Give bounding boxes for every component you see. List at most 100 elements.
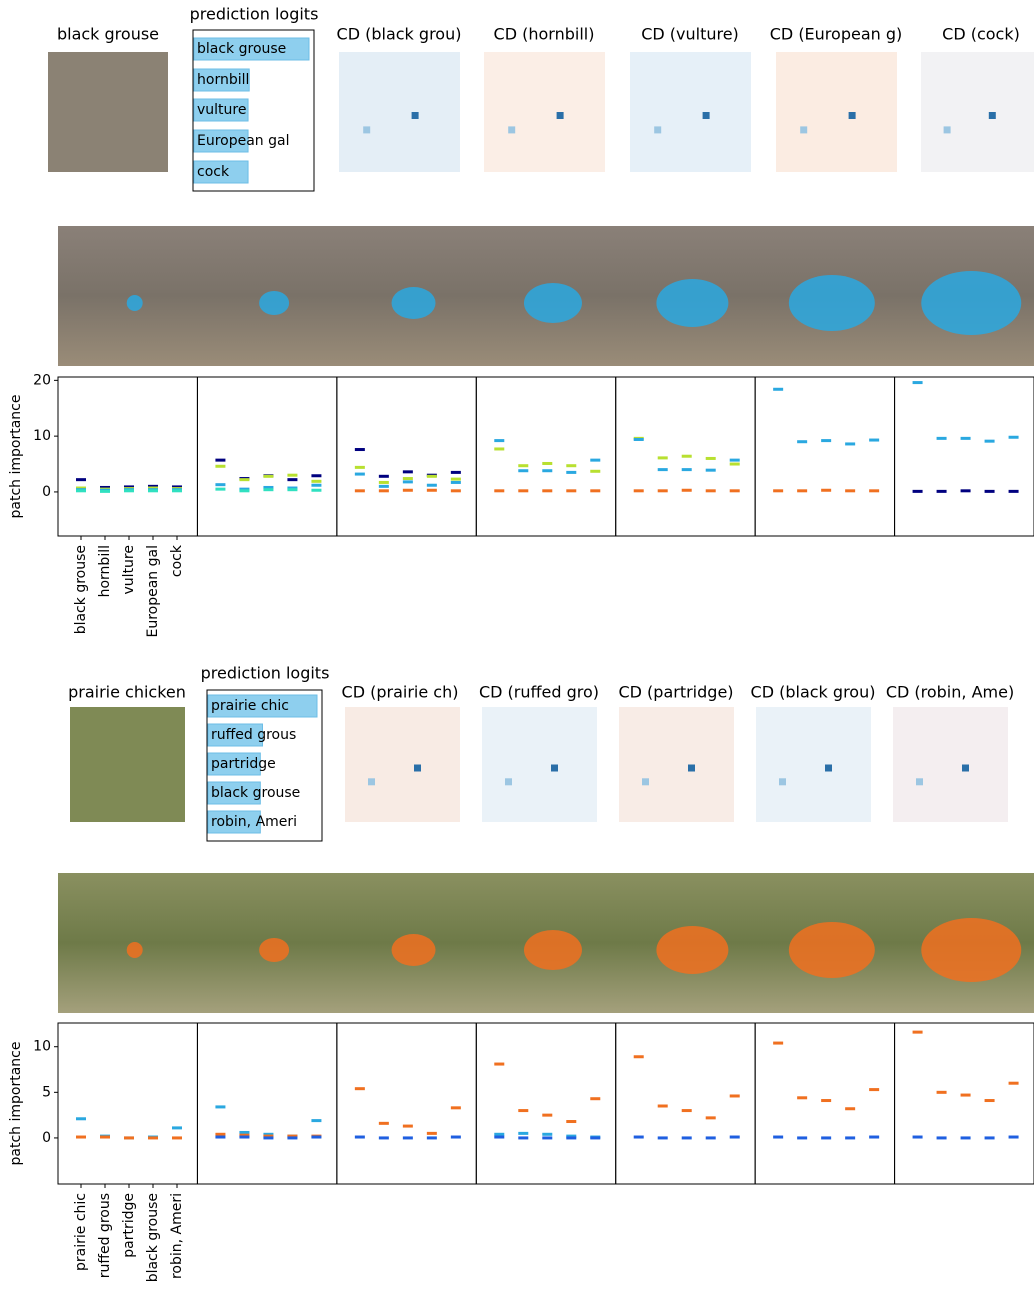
importance-dash: [172, 1126, 182, 1130]
importance-dash: [566, 464, 577, 468]
importance-dash: [681, 454, 692, 458]
logit-label: vulture: [197, 102, 246, 118]
importance-dash: [239, 1133, 250, 1137]
importance-dash: [797, 1136, 808, 1140]
x-tick-label: partridge: [121, 1193, 137, 1258]
importance-dash: [76, 478, 86, 482]
x-tick-label: vulture: [121, 545, 137, 594]
importance-dash: [912, 489, 923, 493]
importance-dash: [287, 1134, 298, 1138]
cd-title: CD (black grou): [337, 25, 462, 44]
importance-dash: [76, 1135, 86, 1139]
importance-dash: [378, 474, 389, 478]
importance-dash: [124, 489, 134, 493]
logit-label: black grouse: [211, 785, 300, 801]
importance-dash: [215, 1132, 226, 1136]
cd-heatmap-cell: [508, 126, 516, 134]
importance-dash: [960, 1093, 971, 1097]
importance-dash: [215, 487, 226, 491]
importance-dash: [657, 1136, 668, 1140]
importance-dash: [657, 456, 668, 460]
cd-heatmap: [630, 52, 751, 172]
importance-dash: [681, 1136, 692, 1140]
importance-dash: [633, 1135, 644, 1139]
importance-dash: [773, 1135, 784, 1139]
importance-dash: [239, 478, 250, 482]
cd-title: CD (partridge): [618, 683, 733, 702]
importance-dash: [263, 1136, 274, 1140]
importance-dash: [1008, 489, 1019, 493]
importance-dash: [215, 1135, 226, 1139]
cd-heatmap-cell: [368, 778, 375, 786]
importance-dash: [566, 1120, 577, 1124]
cd-title: CD (hornbill): [494, 25, 595, 44]
cd-heatmap-cell: [363, 126, 371, 134]
importance-dash: [450, 470, 461, 474]
logit-label: cock: [197, 164, 230, 180]
importance-dash: [797, 1096, 808, 1100]
y-tick-label: 0: [42, 484, 51, 500]
logit-label: robin, Ameri: [211, 814, 297, 830]
importance-dash: [542, 461, 553, 465]
importance-dash: [566, 1136, 577, 1140]
attribution-blob: [921, 271, 1022, 335]
subplot-frame: [754, 376, 896, 537]
cd-heatmap-cell: [414, 764, 421, 772]
importance-dash: [287, 478, 298, 482]
importance-dash: [518, 1131, 529, 1135]
importance-dash: [869, 1135, 880, 1139]
cd-heatmap: [484, 52, 605, 172]
importance-dash: [426, 483, 437, 487]
cd-heatmap-cell: [688, 764, 695, 772]
importance-dash: [542, 489, 553, 493]
importance-dash: [681, 488, 692, 492]
importance-dash: [797, 440, 808, 444]
importance-dash: [402, 480, 413, 484]
attribution-blob: [391, 934, 436, 966]
importance-dash: [76, 489, 86, 493]
importance-dash: [518, 1109, 529, 1113]
importance-dash: [773, 1041, 784, 1045]
cd-title: CD (vulture): [641, 25, 739, 44]
cd-heatmap: [921, 52, 1034, 172]
importance-dash: [426, 1136, 437, 1140]
logit-bar: [207, 723, 263, 747]
importance-dash: [378, 480, 389, 484]
cd-title: CD (cock): [942, 25, 1020, 44]
importance-dash: [215, 483, 226, 487]
importance-dash: [402, 477, 413, 481]
cd-heatmap: [756, 707, 871, 822]
importance-dash: [311, 474, 322, 478]
importance-dash: [566, 489, 577, 493]
importance-dash: [354, 472, 365, 476]
cd-heatmap-cell: [988, 112, 996, 119]
importance-dash: [821, 1136, 832, 1140]
importance-dash: [912, 381, 923, 385]
importance-dash: [729, 1094, 740, 1098]
importance-dash: [869, 489, 880, 493]
importance-dash: [633, 437, 644, 441]
cd-heatmap-cell: [505, 778, 512, 786]
importance-dash: [287, 473, 298, 477]
cd-title: CD (black grou): [751, 683, 876, 702]
importance-dash: [287, 488, 298, 492]
importance-dash: [450, 1135, 461, 1139]
attribution-blob: [126, 942, 143, 958]
importance-dash: [263, 485, 274, 489]
importance-dash: [705, 456, 716, 460]
importance-dash: [590, 1136, 601, 1140]
importance-dash: [936, 436, 947, 440]
attribution-blob: [259, 291, 290, 315]
attribution-blob: [788, 922, 875, 978]
importance-dash: [869, 1088, 880, 1092]
importance-dash: [590, 469, 601, 473]
cd-heatmap-cell: [943, 126, 951, 134]
importance-dash: [426, 488, 437, 492]
subplot-frame: [475, 1022, 617, 1185]
importance-dash: [845, 489, 856, 493]
importance-dash: [354, 1087, 365, 1091]
importance-dash: [494, 439, 505, 443]
attribution-blob: [523, 283, 582, 323]
importance-dash: [936, 1090, 947, 1094]
